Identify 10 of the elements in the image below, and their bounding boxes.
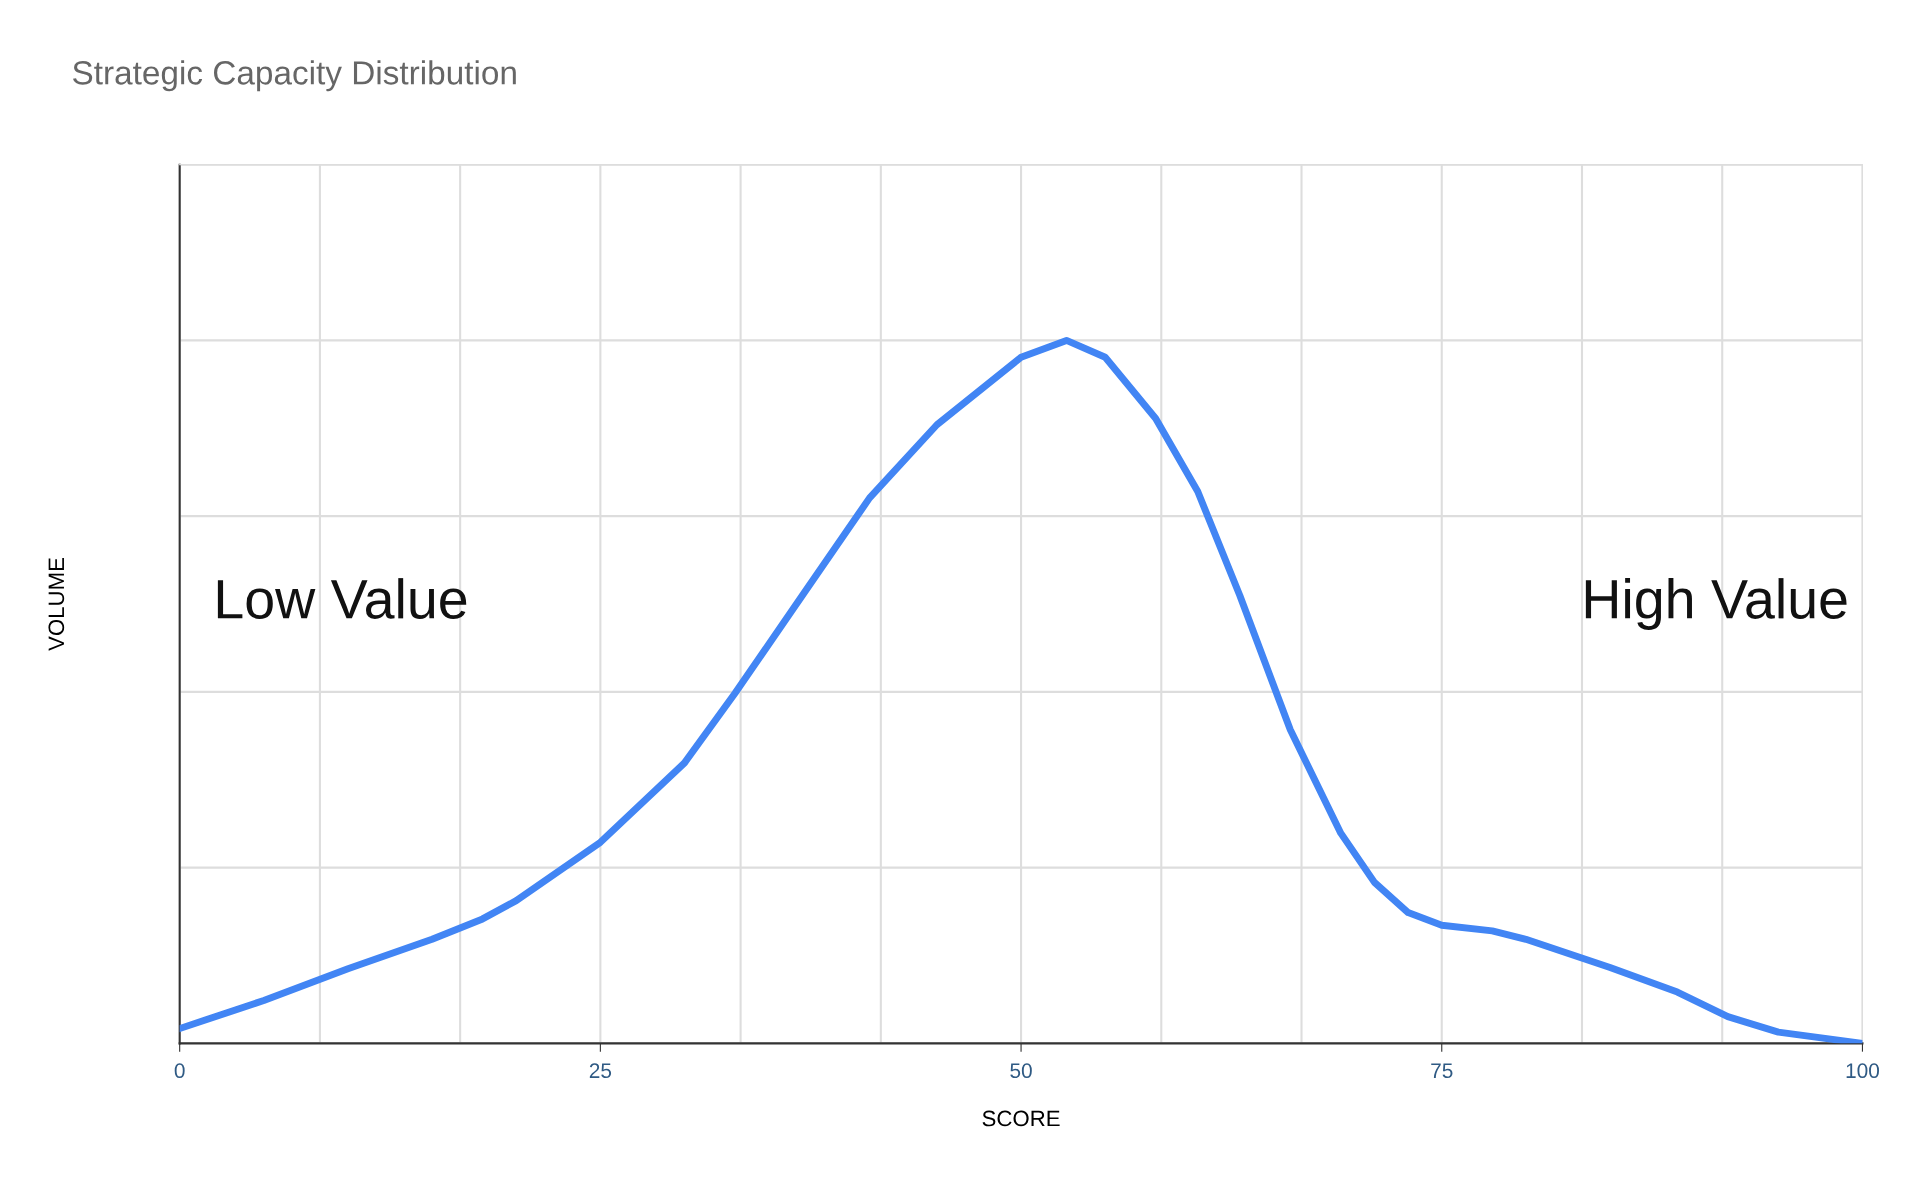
x-tick-label: 50 — [1010, 1063, 1032, 1079]
x-tick-label: 100 — [1846, 1063, 1880, 1079]
chart-title: Strategic Capacity Distribution — [73, 60, 516, 92]
y-axis-title: VOLUME — [48, 558, 65, 651]
x-tick-label: 25 — [589, 1063, 612, 1079]
x-axis-title: SCORE — [982, 1110, 1060, 1127]
x-tick-label: 75 — [1431, 1063, 1453, 1079]
annotation: High Value — [1585, 578, 1847, 630]
annotation: Low Value — [217, 578, 467, 619]
x-tick-label: 0 — [174, 1063, 185, 1079]
